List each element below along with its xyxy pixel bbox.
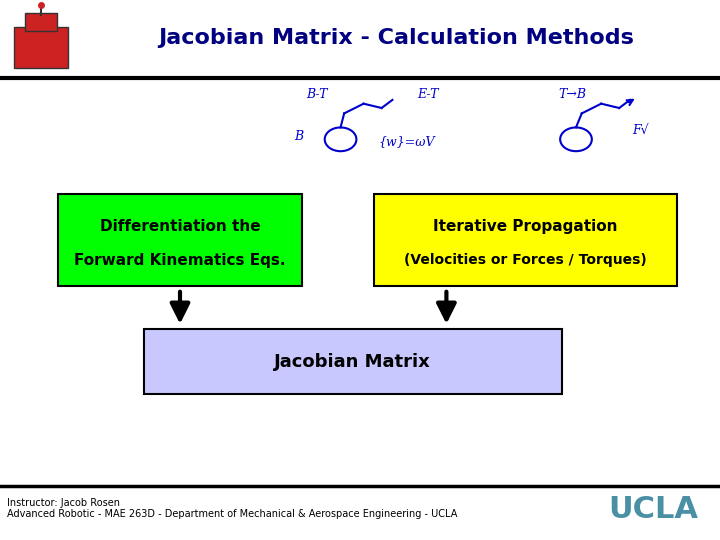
Text: Differentiation the: Differentiation the bbox=[99, 219, 261, 234]
Text: {w}=ωV: {w}=ωV bbox=[379, 135, 435, 148]
Text: Advanced Robotic - MAE 263D - Department of Mechanical & Aerospace Engineering -: Advanced Robotic - MAE 263D - Department… bbox=[7, 509, 458, 519]
Text: F√: F√ bbox=[632, 124, 649, 137]
Text: UCLA: UCLA bbox=[608, 495, 698, 524]
Text: Instructor: Jacob Rosen: Instructor: Jacob Rosen bbox=[7, 498, 120, 508]
FancyBboxPatch shape bbox=[25, 13, 57, 31]
Text: B-T: B-T bbox=[306, 88, 328, 101]
Text: E-T: E-T bbox=[418, 88, 439, 101]
Text: Jacobian Matrix - Calculation Methods: Jacobian Matrix - Calculation Methods bbox=[158, 28, 634, 48]
Text: T→B: T→B bbox=[559, 88, 586, 101]
FancyBboxPatch shape bbox=[374, 194, 677, 286]
Text: Jacobian Matrix: Jacobian Matrix bbox=[274, 353, 431, 371]
Text: Iterative Propagation: Iterative Propagation bbox=[433, 219, 618, 234]
FancyBboxPatch shape bbox=[14, 27, 68, 68]
FancyBboxPatch shape bbox=[144, 329, 562, 394]
FancyBboxPatch shape bbox=[58, 194, 302, 286]
Text: B: B bbox=[294, 130, 303, 143]
Text: Forward Kinematics Eqs.: Forward Kinematics Eqs. bbox=[74, 253, 286, 268]
Text: (Velocities or Forces / Torques): (Velocities or Forces / Torques) bbox=[404, 253, 647, 267]
